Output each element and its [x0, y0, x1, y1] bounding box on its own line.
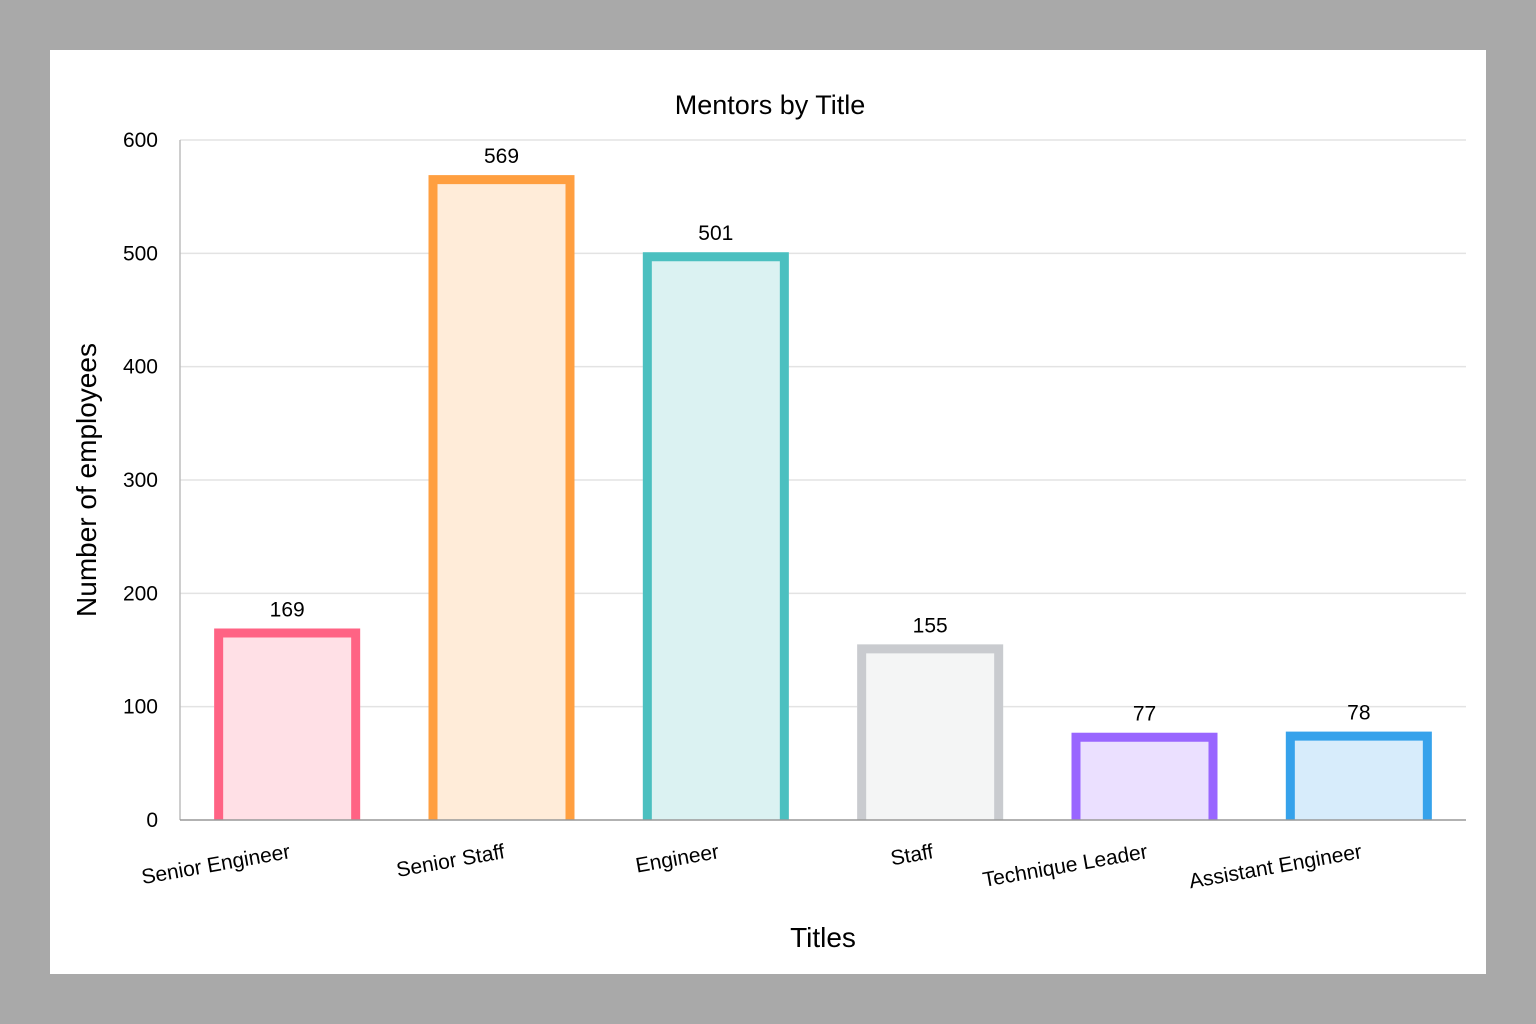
- bar-fill: [642, 252, 789, 820]
- x-tick-label: Senior Staff: [395, 840, 507, 882]
- bar-fill: [1071, 732, 1218, 820]
- bar-fill: [428, 175, 575, 821]
- chart-title: Mentors by Title: [675, 90, 866, 120]
- y-tick-label: 200: [123, 582, 158, 605]
- data-label: 77: [1133, 703, 1156, 726]
- bar-fill: [214, 628, 361, 820]
- data-label: 169: [270, 598, 305, 621]
- x-tick-label: Technique Leader: [981, 840, 1149, 892]
- y-tick-label: 600: [123, 129, 158, 152]
- data-label: 78: [1347, 702, 1370, 725]
- bars: [214, 175, 1432, 821]
- bar-fill: [1285, 731, 1432, 820]
- x-tick-label: Engineer: [634, 840, 721, 877]
- y-axis-ticks: 0 100 200 300 400 500 600: [123, 129, 158, 832]
- bar-fill: [857, 644, 1004, 820]
- bar: [642, 252, 789, 820]
- x-axis-title: Titles: [790, 922, 856, 953]
- data-label: 155: [913, 614, 948, 637]
- bar: [857, 644, 1004, 820]
- bar: [1071, 732, 1218, 820]
- bar: [1285, 731, 1432, 820]
- data-label: 569: [484, 145, 519, 168]
- bar: [214, 628, 361, 820]
- x-tick-label: Staff: [889, 840, 935, 870]
- y-tick-label: 0: [146, 809, 158, 832]
- data-labels: 169 569 501 155 77 78: [270, 145, 1371, 726]
- x-tick-label: Assistant Engineer: [1187, 840, 1363, 893]
- bar: [428, 175, 575, 820]
- grid-lines: [180, 139, 1466, 708]
- y-tick-label: 500: [123, 242, 158, 265]
- x-axis-categories: Senior Engineer Senior Staff Engineer Staff…: [140, 840, 1364, 893]
- y-axis-title: Number of employees: [71, 343, 102, 617]
- x-tick-label: Senior Engineer: [140, 840, 292, 889]
- y-tick-label: 400: [123, 356, 158, 379]
- y-tick-label: 100: [123, 696, 158, 719]
- data-label: 501: [698, 222, 733, 245]
- y-tick-label: 300: [123, 469, 158, 492]
